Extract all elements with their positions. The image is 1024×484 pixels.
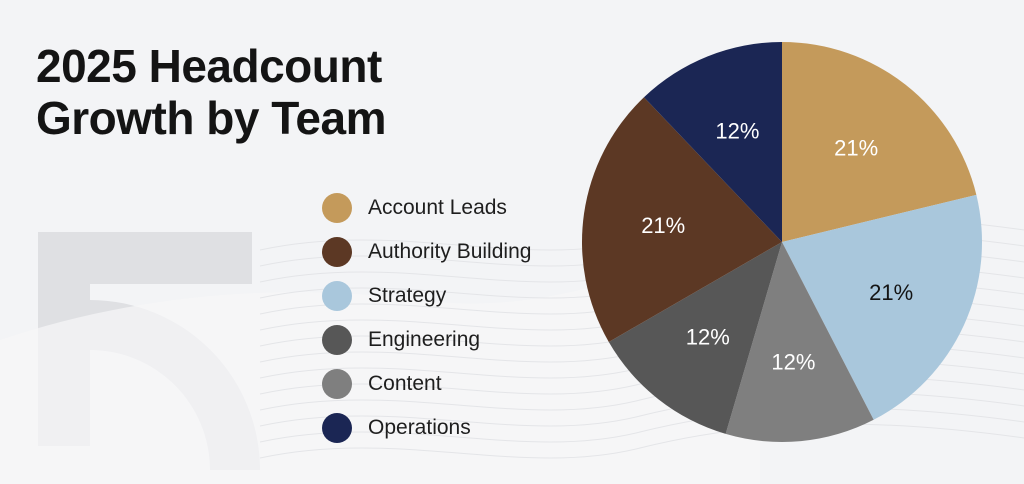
pie-slice-content: [725, 242, 874, 442]
legend-item-authority-building: Authority Building: [322, 230, 531, 274]
legend-swatch-engineering: [322, 325, 352, 355]
chart-legend: Account Leads Authority Building Strategy E…: [322, 186, 531, 450]
chart-title-line-2: Growth by Team: [36, 92, 386, 144]
legend-label-account-leads: Account Leads: [368, 196, 507, 219]
legend-item-strategy: Strategy: [322, 274, 531, 318]
chart-title-line-1: 2025 Headcount: [36, 40, 382, 92]
legend-swatch-strategy: [322, 281, 352, 311]
legend-item-content: Content: [322, 362, 531, 406]
pie-slice-engineering: [608, 242, 782, 434]
pie-label-engineering: 12%: [686, 324, 730, 349]
legend-item-engineering: Engineering: [322, 318, 531, 362]
pie-slice-strategy: [782, 194, 982, 420]
pie-label-content: 12%: [771, 349, 815, 374]
legend-swatch-account-leads: [322, 193, 352, 223]
chart-title: 2025 Headcount Growth by Team: [36, 40, 386, 144]
legend-label-operations: Operations: [368, 416, 471, 439]
legend-label-strategy: Strategy: [368, 284, 447, 307]
legend-swatch-authority-building: [322, 237, 352, 267]
legend-item-account-leads: Account Leads: [322, 186, 531, 230]
pie-label-operations: 12%: [715, 119, 759, 144]
pie-label-authority-building: 21%: [641, 213, 685, 238]
pie-slice-authority-building: [581, 97, 782, 342]
legend-item-operations: Operations: [322, 406, 531, 450]
pie-label-strategy: 21%: [869, 280, 913, 305]
legend-swatch-operations: [322, 413, 352, 443]
legend-label-authority-building: Authority Building: [368, 240, 532, 263]
pie-chart: 21% 21% 12% 12% 21% 12%: [581, 42, 982, 442]
pie-slice-account-leads: [782, 42, 977, 242]
legend-swatch-content: [322, 369, 352, 399]
legend-label-engineering: Engineering: [368, 328, 481, 351]
pie-label-account-leads: 21%: [834, 136, 878, 161]
pie-slice-operations: [643, 42, 782, 242]
legend-label-content: Content: [368, 372, 442, 395]
